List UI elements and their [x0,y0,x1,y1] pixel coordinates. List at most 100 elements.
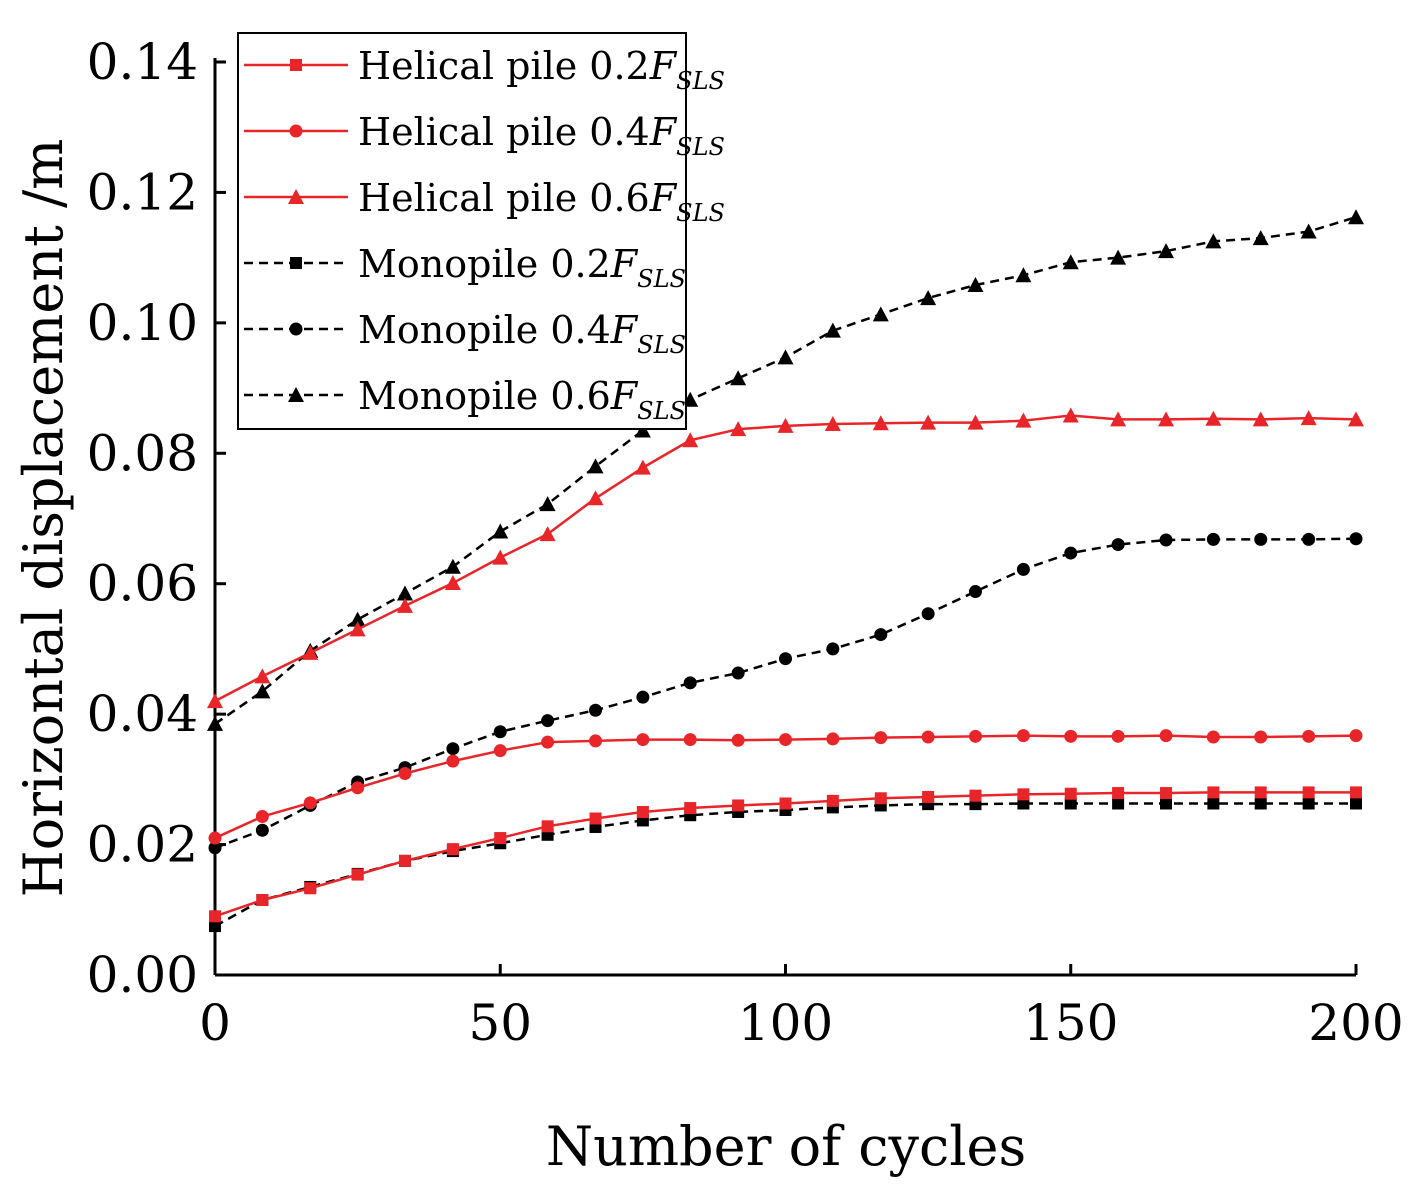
data-point [1254,786,1267,799]
data-point [967,414,984,430]
y-tick-label: 0.10 [87,294,198,352]
data-point [209,910,221,923]
data-point [1205,410,1222,426]
data-point [1017,797,1030,810]
data-point [777,417,794,433]
data-point [589,812,602,825]
data-point [207,693,223,709]
data-point [207,715,223,731]
data-point [920,414,937,430]
data-point [208,831,222,845]
data-point [1350,786,1362,799]
data-point [731,666,745,680]
data-point [349,621,366,637]
data-point [446,754,460,768]
data-point [921,607,935,621]
data-point [587,458,604,474]
data-point [493,725,507,739]
legend-label: Helical pile 0.2FSLS [358,44,725,95]
data-point [824,322,841,338]
data-point [968,729,982,743]
data-point [826,642,840,656]
data-point [1348,411,1364,427]
data-point [493,744,507,758]
data-point [1254,730,1268,744]
data-point [1111,729,1125,743]
data-point [1348,209,1364,225]
data-point [636,805,649,818]
y-tick-label: 0.08 [87,424,198,482]
data-point [683,676,697,690]
data-point [351,868,364,881]
data-point [492,523,509,539]
data-point [208,841,222,855]
legend: Helical pile 0.2FSLS Helical pile 0.4FSLS… [237,32,725,430]
x-axis-label: Number of cycles [546,1115,1026,1178]
legend-marker [289,124,303,138]
data-point [349,611,366,627]
data-point [398,854,411,867]
data-point [589,703,603,717]
data-point [398,766,412,780]
legend-box [237,32,687,430]
data-point [1015,412,1032,428]
data-point [1349,729,1363,743]
data-point [303,796,317,810]
data-point [636,733,650,747]
data-point [1302,729,1316,743]
data-point [824,415,841,431]
data-point [1160,797,1173,810]
legend-label: Monopile 0.6FSLS [358,374,686,425]
x-tick-label: 150 [1023,994,1118,1052]
data-point [539,496,556,512]
data-point [1159,729,1173,743]
data-point [1064,787,1077,800]
legend-label: Helical pile 0.6FSLS [358,176,725,227]
axes: 0 50 100 150 200 0.00 0.02 0.04 0.06 0.08 0.10 0.12… [87,33,1404,1052]
y-axis-label: Horizontal displacement /m [12,139,75,898]
data-point [304,882,317,895]
data-point [1302,532,1316,546]
data-point [541,820,554,833]
legend-marker [288,387,304,402]
y-tick-label: 0.12 [87,163,198,221]
y-tick-label: 0.00 [87,946,198,1004]
data-point [396,597,413,613]
data-point [1252,230,1269,246]
data-point [874,731,888,745]
data-point [1302,786,1315,799]
data-point [732,799,745,812]
legend-marker [288,189,304,204]
data-point [1062,407,1079,423]
data-point [779,733,792,747]
data-point [1062,254,1079,270]
data-point [874,628,888,642]
data-point [922,790,935,803]
data-point [683,733,697,747]
data-point [779,652,792,666]
data-point [1159,533,1173,547]
data-point [1302,797,1315,810]
x-tick-label: 0 [199,994,231,1052]
data-point [1110,249,1127,265]
data-point [1300,223,1317,239]
data-point [682,432,699,448]
data-point [587,490,604,506]
data-point [1206,730,1220,744]
data-point [1112,797,1125,810]
data-point [256,894,269,907]
data-point [446,843,459,856]
data-point [1254,532,1268,546]
x-tick-label: 50 [468,994,532,1052]
data-point [1158,243,1175,259]
data-point [1015,267,1032,283]
data-point [444,558,461,574]
data-point [969,789,982,802]
data-point [779,797,792,810]
data-point [921,730,935,744]
data-point [444,575,461,591]
data-point [1016,729,1030,743]
data-point [255,823,269,837]
data-point [396,585,413,601]
data-point [826,732,840,746]
